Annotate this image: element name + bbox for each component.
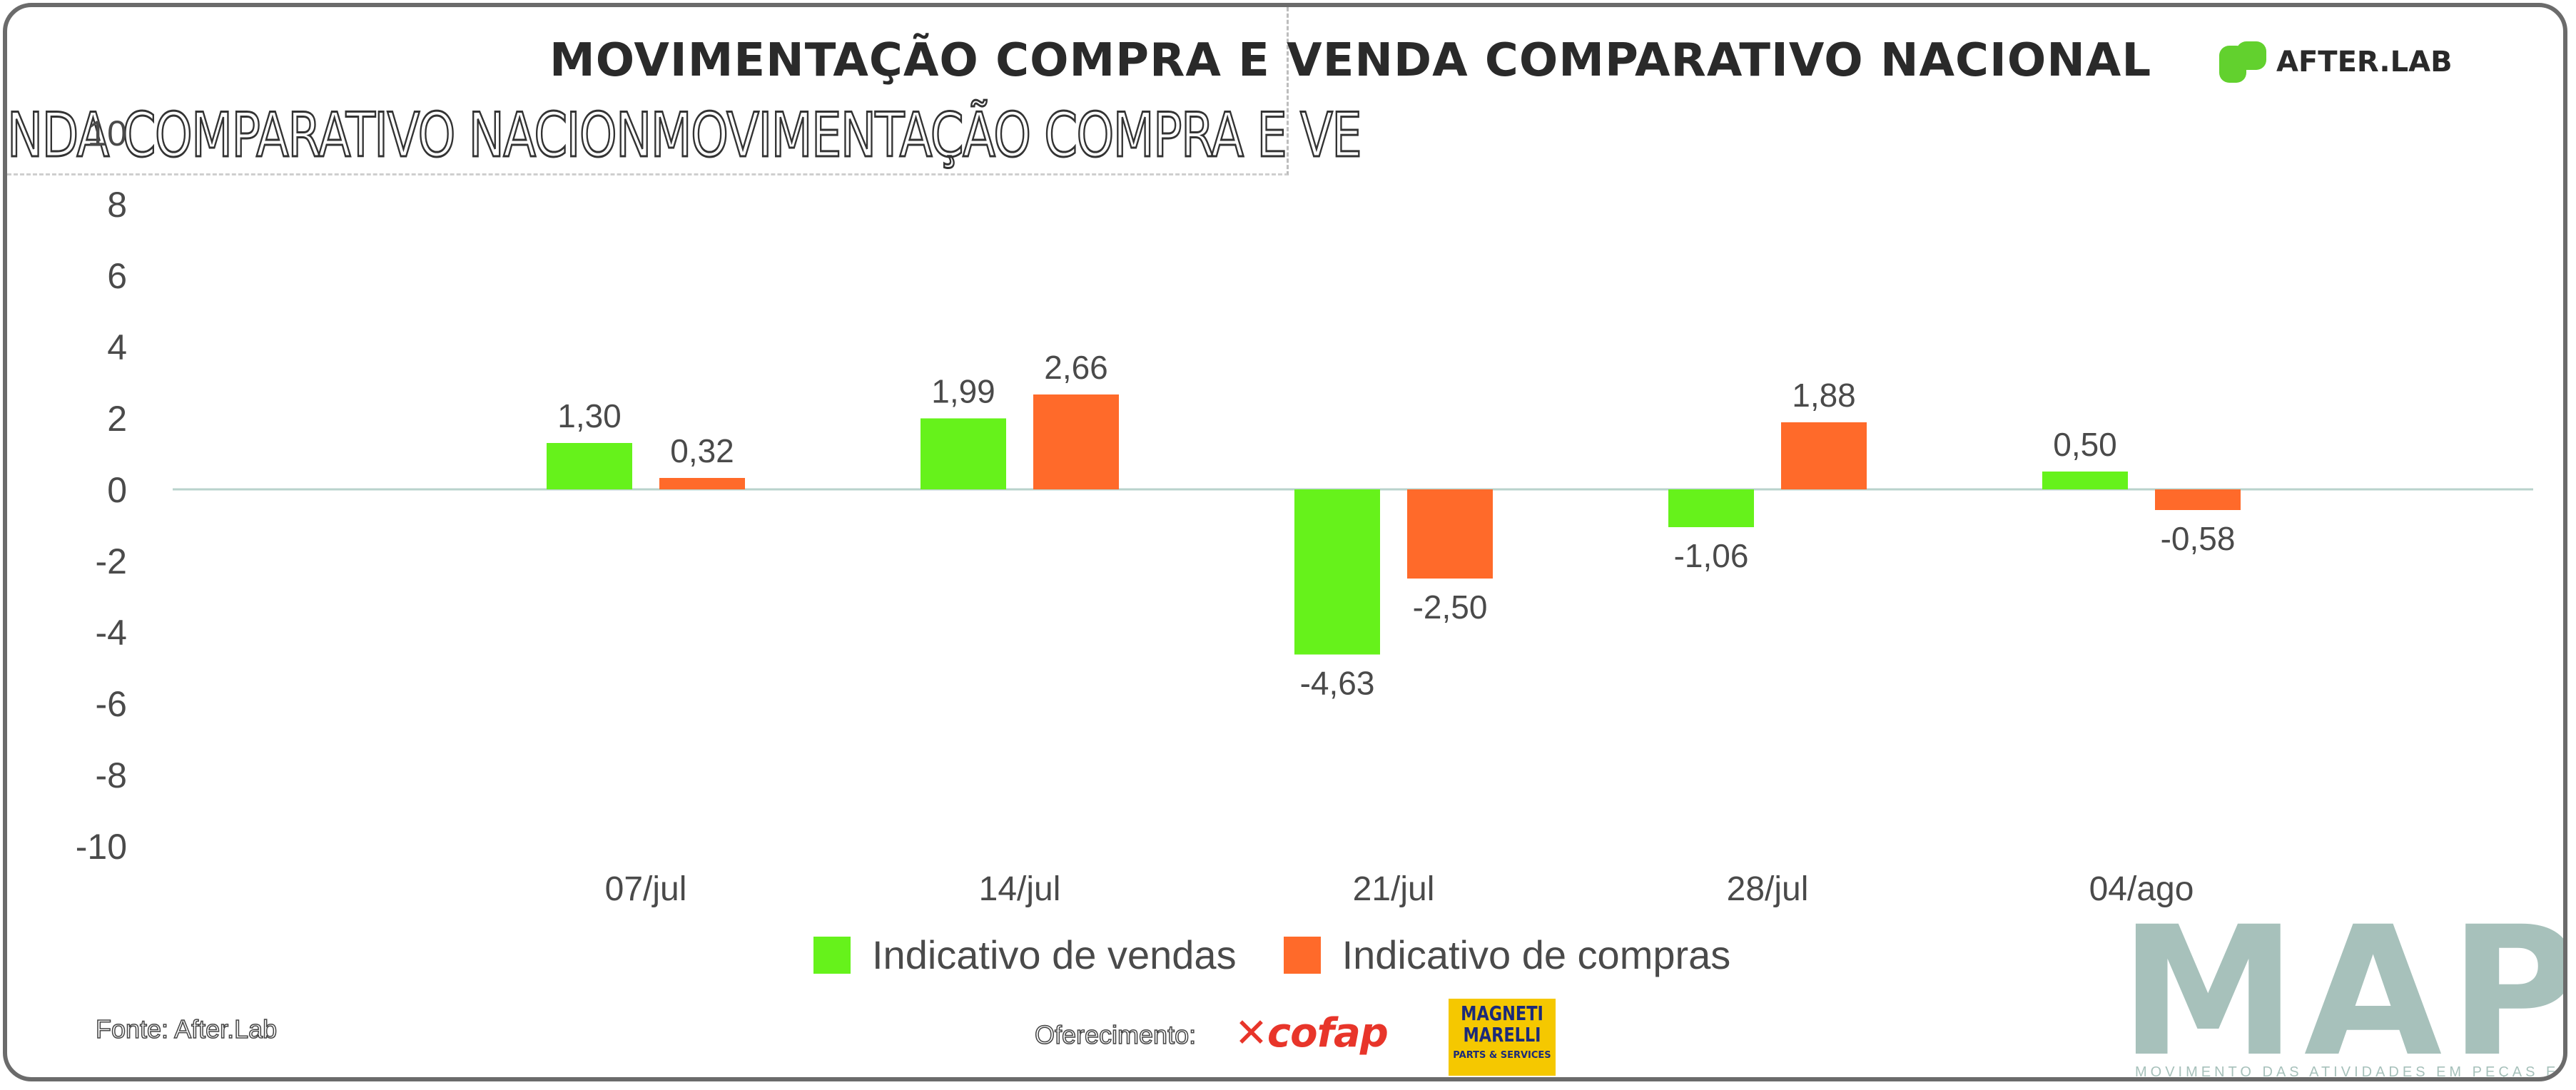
x-tick-label: 28/jul — [1727, 870, 1809, 908]
x-tick-label: 21/jul — [1353, 870, 1435, 908]
y-tick-label: 8 — [107, 185, 127, 225]
x-tick-label: 07/jul — [605, 870, 687, 908]
y-tick-label: -10 — [76, 827, 127, 867]
bar-vendas — [547, 443, 632, 489]
bar-vendas — [2042, 472, 2128, 489]
bar-compras — [2155, 489, 2241, 510]
x-tick-label: 04/ago — [2089, 870, 2194, 908]
sponsor-caption: Oferecimento: — [1034, 1019, 1197, 1050]
bar-vendas — [1668, 489, 1754, 527]
bar-compras — [1033, 394, 1119, 489]
chart-frame: NDA COMPARATIVO NACIONMOVIMENTAÇÃO COMPR… — [3, 3, 2567, 1081]
afterlab-logo: AFTER.LAB — [2219, 41, 2453, 83]
y-tick-label: -2 — [96, 541, 127, 581]
data-label: -1,06 — [1674, 537, 1749, 574]
data-label: -4,63 — [1300, 665, 1375, 702]
ghost-overlay-panel — [7, 7, 1289, 175]
chart-title: MOVIMENTAÇÃO COMPRA E VENDA COMPARATIVO … — [549, 34, 2152, 87]
bar-vendas — [1294, 489, 1380, 655]
bar-chart: 10 8 6 4 2 0 -2 -4 -6 -8 -10 07/jul 1,30 0,32 14/jul 1,… — [76, 113, 2533, 908]
y-tick-label: -8 — [96, 755, 127, 795]
legend-swatch-vendas — [813, 936, 851, 974]
magneti-marelli-logo: MAGNETI MARELLI PARTS & SERVICES — [1449, 999, 1556, 1076]
cofap-x-icon: ✕ — [1234, 1010, 1268, 1056]
source-note: Fonte: After.Lab — [95, 1014, 278, 1044]
x-tick-label: 14/jul — [979, 870, 1061, 908]
mapa-subtitle: MOVIMENTO DAS ATIVIDADES EM PEÇAS E ACES… — [2135, 1064, 2563, 1080]
y-tick-label: 2 — [107, 399, 127, 439]
y-tick-label: -4 — [96, 613, 127, 653]
data-label: 1,99 — [931, 373, 995, 410]
data-label: 1,30 — [557, 397, 622, 434]
legend-label-compras: Indicativo de compras — [1342, 932, 1731, 977]
cofap-logo-text: cofap — [1267, 1010, 1389, 1056]
bar-compras — [1781, 422, 1867, 489]
cofap-logo: ✕cofap — [1234, 1010, 1389, 1056]
y-tick-label: -6 — [96, 684, 127, 724]
y-tick-label: 6 — [107, 256, 127, 296]
y-tick-label: 10 — [87, 113, 127, 153]
y-tick-label: 4 — [107, 327, 127, 367]
magneti-line3: PARTS & SERVICES — [1453, 1050, 1551, 1061]
magneti-line1: MAGNETI — [1461, 1002, 1543, 1025]
data-label: 2,66 — [1044, 349, 1108, 386]
data-label: 0,32 — [670, 432, 734, 469]
legend-item-vendas: Indicativo de vendas — [813, 932, 1237, 978]
legend-label-vendas: Indicativo de vendas — [872, 932, 1237, 977]
afterlab-mark-icon — [2219, 41, 2266, 83]
bar-vendas — [921, 418, 1006, 489]
afterlab-logo-text: AFTER.LAB — [2276, 46, 2453, 78]
data-label: -0,58 — [2161, 520, 2236, 557]
data-label: 1,88 — [1792, 377, 1856, 414]
ghost-title-text: NDA COMPARATIVO NACIONMOVIMENTAÇÃO COMPR… — [7, 99, 1363, 173]
magneti-line2: MARELLI — [1463, 1023, 1541, 1046]
bar-compras — [659, 478, 745, 489]
mapa-logo: MAPA — [2119, 888, 2567, 1081]
y-tick-label: 0 — [107, 470, 127, 510]
legend-swatch-compras — [1283, 936, 1321, 974]
data-label: -2,50 — [1413, 589, 1488, 626]
legend-item-compras: Indicativo de compras — [1283, 932, 1731, 978]
data-label: 0,50 — [2053, 426, 2117, 463]
chart-legend: Indicativo de vendas Indicativo de compr… — [813, 932, 1778, 978]
bar-compras — [1407, 489, 1493, 579]
